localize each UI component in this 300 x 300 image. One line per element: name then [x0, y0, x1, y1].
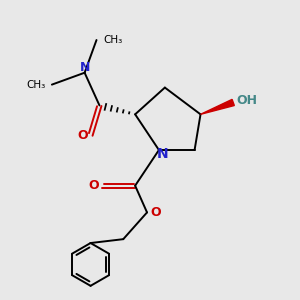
Text: CH₃: CH₃: [103, 35, 122, 45]
Text: O: O: [151, 206, 161, 219]
Polygon shape: [200, 99, 234, 114]
Text: O: O: [77, 129, 88, 142]
Text: N: N: [80, 61, 90, 74]
Text: N: N: [157, 148, 168, 161]
Text: O: O: [89, 179, 99, 192]
Text: CH₃: CH₃: [26, 80, 45, 90]
Text: OH: OH: [236, 94, 257, 107]
